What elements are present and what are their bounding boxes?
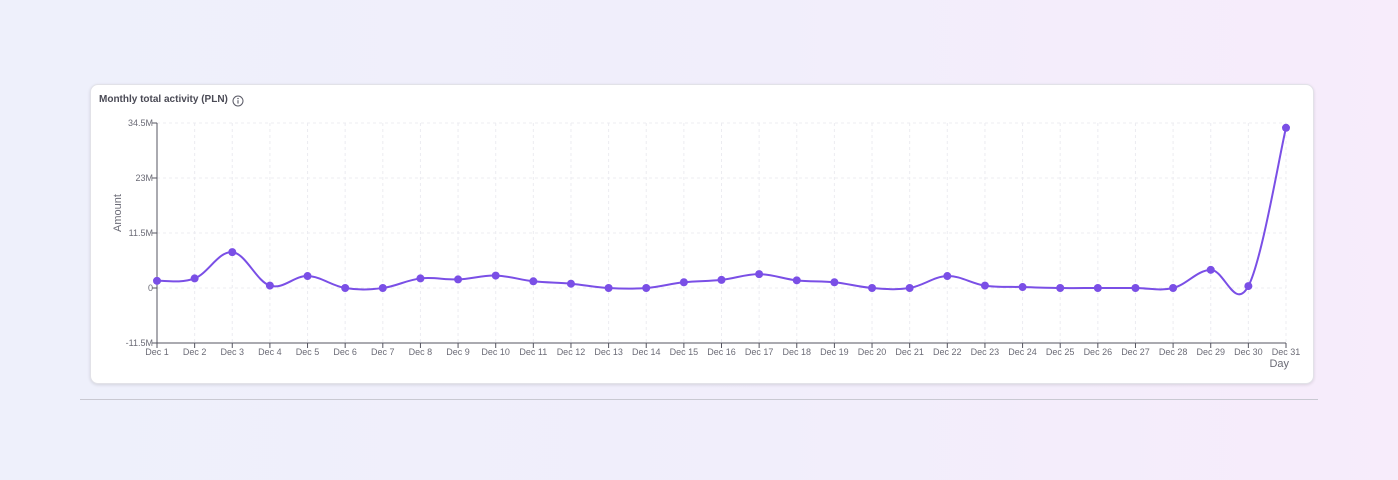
y-tick-label: 34.5M [128, 118, 153, 128]
data-point [454, 275, 463, 284]
data-point [1282, 123, 1290, 132]
y-tick-label: 0 [148, 283, 153, 293]
data-point [265, 281, 274, 290]
data-point [755, 270, 764, 279]
data-point [604, 284, 613, 292]
x-tick-label: Dec 16 [707, 347, 736, 357]
data-point [717, 275, 726, 284]
data-point [228, 248, 237, 257]
data-point [1093, 284, 1102, 292]
x-tick-label: Dec 22 [933, 347, 962, 357]
data-point [416, 274, 425, 283]
chart-card: Monthly total activity (PLN) 34.5M 23M 11.… [90, 84, 1314, 384]
x-tick-label: Dec 24 [1008, 347, 1037, 357]
data-point [566, 279, 575, 288]
data-point [529, 277, 538, 286]
x-tick-label: Dec 13 [594, 347, 623, 357]
y-axis-title: Amount [112, 194, 124, 232]
x-axis-title: Day [1269, 358, 1289, 370]
x-tick-label: Dec 19 [820, 347, 849, 357]
y-tick-label: -11.5M [126, 338, 153, 348]
data-point [153, 276, 161, 285]
data-point [1244, 282, 1253, 291]
x-tick-label: Dec 12 [557, 347, 586, 357]
x-tick-label: Dec 23 [971, 347, 1000, 357]
x-tick-label: Dec 26 [1084, 347, 1113, 357]
x-tick-label: Dec 3 [221, 347, 245, 357]
x-tick-label: Dec 14 [632, 347, 661, 357]
card-header: Monthly total activity (PLN) [99, 94, 244, 107]
x-tick-label: Dec 1 [145, 347, 169, 357]
x-tick-label: Dec 6 [333, 347, 357, 357]
data-point [1056, 284, 1065, 292]
y-tick-label: 23M [135, 173, 153, 183]
x-tick-label: Dec 11 [519, 347, 547, 357]
x-tick-label: Dec 15 [670, 347, 699, 357]
data-point [378, 284, 387, 292]
chart-title: Monthly total activity (PLN) [99, 94, 228, 105]
x-tick-label: Dec 18 [783, 347, 812, 357]
x-tick-label: Dec 25 [1046, 347, 1075, 357]
section-divider [80, 399, 1318, 400]
x-tick-label: Dec 10 [481, 347, 510, 357]
data-point [190, 274, 199, 283]
data-point [341, 284, 350, 292]
x-tick-label: Dec 21 [895, 347, 924, 357]
data-point [1169, 284, 1178, 292]
data-point [491, 271, 500, 280]
x-tick-label: Dec 27 [1121, 347, 1150, 357]
data-point [1018, 283, 1027, 292]
data-point [868, 284, 877, 292]
data-point [905, 284, 914, 292]
x-tick-label: Dec 8 [409, 347, 433, 357]
data-point [303, 272, 312, 281]
data-point [1206, 265, 1215, 274]
x-tick-label: Dec 30 [1234, 347, 1263, 357]
data-point [679, 278, 688, 287]
data-point [642, 284, 651, 292]
info-icon[interactable] [232, 94, 244, 107]
x-tick-label: Dec 2 [183, 347, 207, 357]
x-tick-label: Dec 29 [1196, 347, 1225, 357]
x-tick-label: Dec 20 [858, 347, 887, 357]
x-tick-label: Dec 9 [446, 347, 470, 357]
y-tick-label: 11.5M [129, 228, 153, 238]
x-tick-label: Dec 7 [371, 347, 395, 357]
data-point [830, 278, 839, 287]
data-point [1131, 284, 1140, 292]
data-point [980, 281, 989, 290]
x-tick-label: Dec 17 [745, 347, 774, 357]
x-tick-label: Dec 28 [1159, 347, 1188, 357]
x-tick-label: Dec 31 [1272, 347, 1301, 357]
data-point [792, 276, 801, 285]
x-tick-label: Dec 4 [258, 347, 282, 357]
data-point [943, 272, 952, 281]
x-tick-label: Dec 5 [296, 347, 320, 357]
